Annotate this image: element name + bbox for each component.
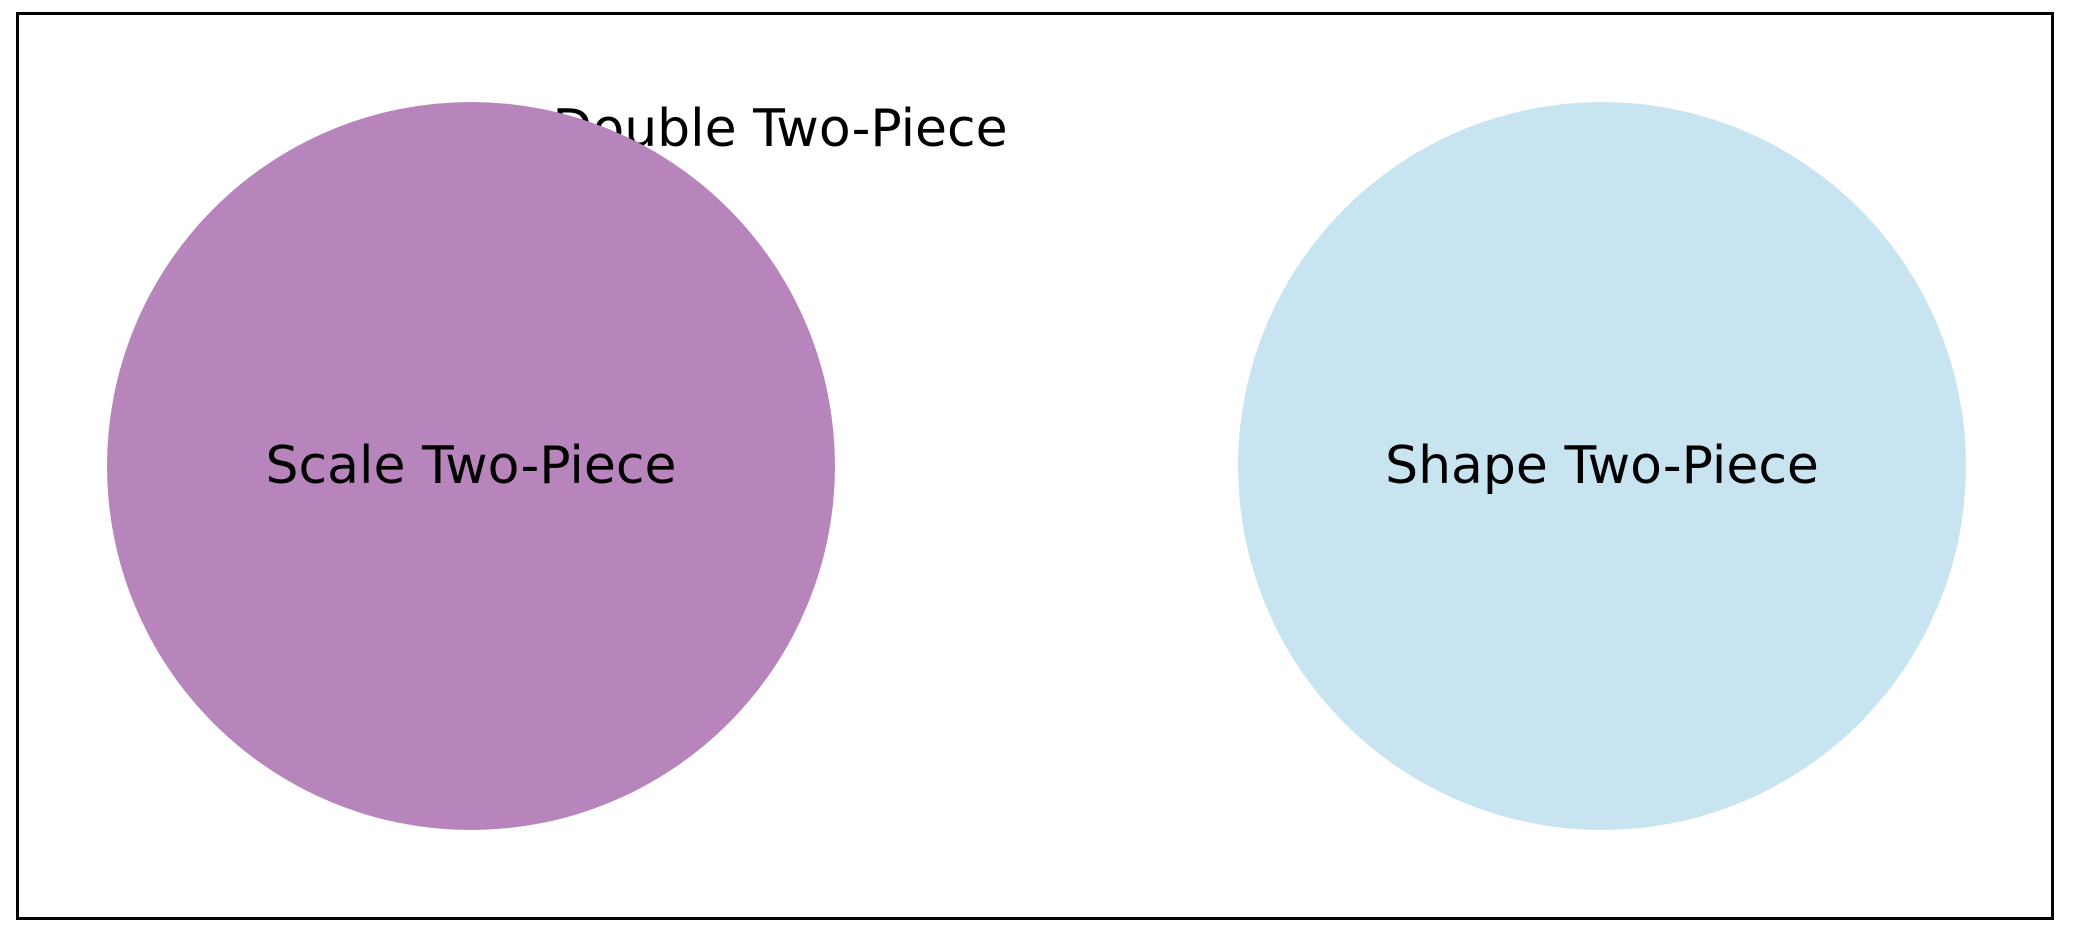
scale-two-piece-label: Scale Two-Piece [265, 436, 677, 496]
scale-two-piece-circle: Scale Two-Piece [107, 102, 835, 830]
shape-two-piece-circle: Shape Two-Piece [1238, 102, 1966, 830]
shape-two-piece-label: Shape Two-Piece [1385, 436, 1819, 496]
